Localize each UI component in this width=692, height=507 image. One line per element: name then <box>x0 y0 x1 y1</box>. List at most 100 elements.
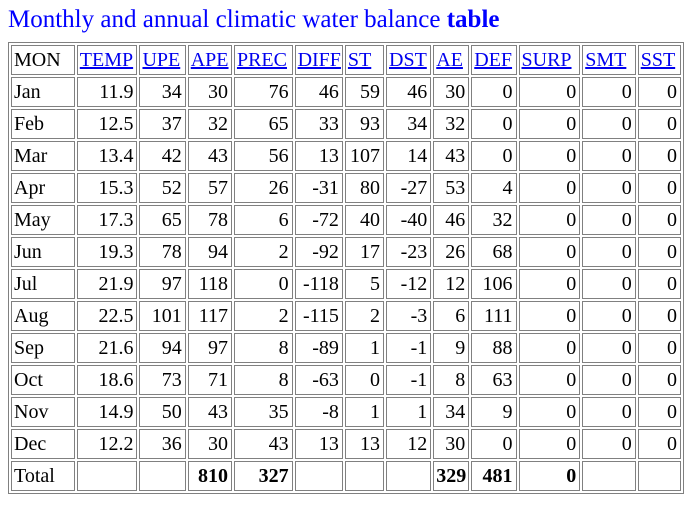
column-header-link-diff[interactable]: DIFF <box>297 48 341 71</box>
column-header-link-temp[interactable]: TEMP <box>79 48 134 71</box>
value-cell-prec: 56 <box>233 140 293 171</box>
column-header-smt: SMT <box>582 44 636 75</box>
value-cell-ape: 43 <box>187 140 232 171</box>
value-cell-temp: 21.9 <box>76 268 138 299</box>
value-cell-surp: 0 <box>518 76 581 107</box>
value-cell-st: 40 <box>344 204 384 235</box>
value-cell-prec: 43 <box>233 428 293 459</box>
column-header-link-ape[interactable]: APE <box>190 48 229 71</box>
column-header-link-dst[interactable]: DST <box>389 48 427 71</box>
value-cell-upe: 65 <box>139 204 186 235</box>
total-value-cell-ape: 810 <box>187 460 232 491</box>
value-cell-ae: 30 <box>433 428 470 459</box>
value-cell-dst: -3 <box>386 300 432 331</box>
value-cell-prec: 0 <box>233 268 293 299</box>
value-cell-smt: 0 <box>582 236 636 267</box>
table-row-oct: Oct 18.6 73 71 8 -63 0 -1 8 63 0 0 0 <box>11 364 681 395</box>
column-header-link-ae[interactable]: AE <box>436 48 463 71</box>
value-cell-diff: -72 <box>294 204 343 235</box>
column-header-link-def[interactable]: DEF <box>474 48 513 71</box>
value-cell-diff: -92 <box>294 236 343 267</box>
value-cell-diff: 33 <box>294 108 343 139</box>
value-cell-smt: 0 <box>582 300 636 331</box>
month-cell: Oct <box>11 364 75 395</box>
value-cell-dst: 46 <box>386 76 432 107</box>
column-header-surp: SURP <box>518 44 581 75</box>
value-cell-ape: 118 <box>187 268 232 299</box>
total-value-cell-temp <box>76 460 138 491</box>
value-cell-ae: 34 <box>433 396 470 427</box>
value-cell-st: 17 <box>344 236 384 267</box>
column-header-upe: UPE <box>139 44 186 75</box>
value-cell-ape: 78 <box>187 204 232 235</box>
value-cell-upe: 36 <box>139 428 186 459</box>
value-cell-dst: -40 <box>386 204 432 235</box>
value-cell-diff: -89 <box>294 332 343 363</box>
value-cell-prec: 35 <box>233 396 293 427</box>
month-cell: May <box>11 204 75 235</box>
column-header-link-st[interactable]: ST <box>347 48 372 71</box>
month-cell: Jan <box>11 76 75 107</box>
value-cell-surp: 0 <box>518 268 581 299</box>
value-cell-sst: 0 <box>637 428 681 459</box>
value-cell-smt: 0 <box>582 140 636 171</box>
value-cell-ape: 94 <box>187 236 232 267</box>
value-cell-ae: 6 <box>433 300 470 331</box>
table-row-mar: Mar 13.4 42 43 56 13 107 14 43 0 0 0 0 <box>11 140 681 171</box>
value-cell-def: 106 <box>471 268 517 299</box>
value-cell-surp: 0 <box>518 204 581 235</box>
table-body: Jan 11.9 34 30 76 46 59 46 30 0 0 0 0 Feb 12.5 37 32 65 33… <box>11 76 681 491</box>
value-cell-sst: 0 <box>637 140 681 171</box>
value-cell-upe: 34 <box>139 76 186 107</box>
total-value-cell-diff <box>294 460 343 491</box>
value-cell-ae: 12 <box>433 268 470 299</box>
value-cell-dst: 34 <box>386 108 432 139</box>
value-cell-surp: 0 <box>518 396 581 427</box>
value-cell-dst: -1 <box>386 332 432 363</box>
value-cell-st: 107 <box>344 140 384 171</box>
page-title: Monthly and annual climatic water balanc… <box>8 6 684 35</box>
table-row-dec: Dec 12.2 36 30 43 13 13 12 30 0 0 0 0 <box>11 428 681 459</box>
value-cell-ape: 97 <box>187 332 232 363</box>
value-cell-upe: 78 <box>139 236 186 267</box>
value-cell-sst: 0 <box>637 364 681 395</box>
value-cell-dst: -1 <box>386 364 432 395</box>
month-cell: Jun <box>11 236 75 267</box>
value-cell-surp: 0 <box>518 300 581 331</box>
value-cell-sst: 0 <box>637 236 681 267</box>
value-cell-diff: -8 <box>294 396 343 427</box>
value-cell-ape: 30 <box>187 428 232 459</box>
value-cell-prec: 26 <box>233 172 293 203</box>
total-value-cell-surp: 0 <box>518 460 581 491</box>
value-cell-diff: 13 <box>294 428 343 459</box>
column-header-link-smt[interactable]: SMT <box>585 48 627 71</box>
value-cell-smt: 0 <box>582 172 636 203</box>
value-cell-surp: 0 <box>518 236 581 267</box>
column-header-def: DEF <box>471 44 517 75</box>
value-cell-st: 93 <box>344 108 384 139</box>
value-cell-dst: -27 <box>386 172 432 203</box>
value-cell-upe: 52 <box>139 172 186 203</box>
value-cell-ape: 71 <box>187 364 232 395</box>
value-cell-st: 80 <box>344 172 384 203</box>
value-cell-surp: 0 <box>518 364 581 395</box>
value-cell-diff: -31 <box>294 172 343 203</box>
month-cell: Apr <box>11 172 75 203</box>
value-cell-def: 0 <box>471 76 517 107</box>
value-cell-temp: 15.3 <box>76 172 138 203</box>
value-cell-ae: 8 <box>433 364 470 395</box>
column-header-link-surp[interactable]: SURP <box>521 48 572 71</box>
table-row-apr: Apr 15.3 52 57 26 -31 80 -27 53 4 0 0 0 <box>11 172 681 203</box>
column-header-link-sst[interactable]: SST <box>640 48 676 71</box>
value-cell-temp: 12.2 <box>76 428 138 459</box>
value-cell-temp: 19.3 <box>76 236 138 267</box>
value-cell-st: 2 <box>344 300 384 331</box>
value-cell-prec: 76 <box>233 76 293 107</box>
table-row-jun: Jun 19.3 78 94 2 -92 17 -23 26 68 0 0 0 <box>11 236 681 267</box>
value-cell-dst: 1 <box>386 396 432 427</box>
table-row-nov: Nov 14.9 50 43 35 -8 1 1 34 9 0 0 0 <box>11 396 681 427</box>
value-cell-st: 13 <box>344 428 384 459</box>
column-header-link-upe[interactable]: UPE <box>142 48 181 71</box>
month-cell: Feb <box>11 108 75 139</box>
column-header-link-prec[interactable]: PREC <box>236 48 287 71</box>
